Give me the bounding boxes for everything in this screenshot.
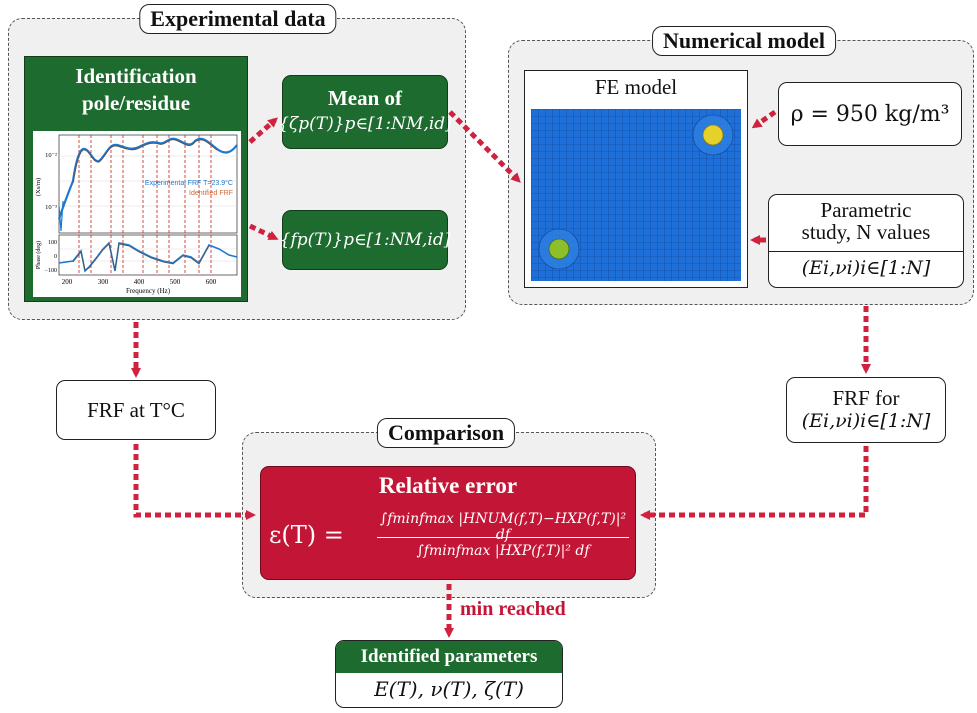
arrow-mean-to-fe — [448, 110, 521, 183]
plot-xlabel: Frequency (Hz) — [126, 287, 171, 295]
plot-ytick-bottom-1: 100 — [48, 240, 57, 246]
identification-title: Identification pole/residue — [75, 64, 197, 115]
mean-of-label: Mean of — [327, 86, 403, 110]
plot-ytick-bottom-2: 0 — [54, 254, 57, 260]
frf-for-set: (Ei,νi)i∈[1:N] — [801, 410, 931, 432]
numerical-model-title: Numerical model — [652, 26, 836, 56]
fe-model-label: FE model — [594, 75, 678, 99]
damping-set: {ζp(T)}p∈[1:NM,id] — [278, 114, 452, 134]
arrow-frf-to-error — [133, 444, 256, 520]
plot-ytick-bottom-3: −100 — [45, 268, 57, 274]
comparison-title: Comparison — [376, 418, 516, 448]
parametric-study-box: Parametric study, N values (Ei,νi)i∈[1:N… — [768, 194, 964, 288]
plot-xtick-3: 400 — [134, 278, 145, 286]
relative-error-box: Relative error ε(T) = ∫fminfmax |HNUM(f,… — [260, 466, 636, 580]
plot-xtick-2: 300 — [98, 278, 109, 286]
arrow-ident-to-freq — [248, 223, 279, 241]
frf-for-label: FRF for — [832, 386, 900, 410]
parametric-line-1: Parametric — [820, 198, 912, 222]
min-reached-label: min reached — [460, 598, 566, 620]
frequency-set-box: {fp(T)}p∈[1:NM,id] — [279, 210, 451, 270]
arrow-density-to-fe — [751, 109, 777, 129]
plot-legend-experimental: Experimental FRF T=23.9°C — [145, 179, 233, 187]
plot-ylabel-bottom: Phase (deg) — [35, 241, 42, 269]
relative-error-title: Relative error — [378, 473, 518, 498]
relative-error-lhs: ε(T) = — [269, 521, 344, 549]
mean-damping-box: Mean of {ζp(T)}p∈[1:NM,id] — [278, 75, 452, 149]
identified-parameters-values: E(T), ν(T), ζ(T) — [374, 677, 524, 701]
plot-xtick-4: 500 — [170, 278, 181, 286]
fraction-bar — [377, 537, 629, 538]
density-value: ρ = 950 kg/m³ — [790, 101, 950, 127]
plot-legend-identified: Identified FRF — [189, 190, 233, 197]
relative-error-numerator: ∫fminfmax |HNUM(f,T)−HXP(f,T)|² df — [379, 511, 627, 543]
fe-mesh — [531, 109, 741, 281]
fe-model-panel: FE model — [524, 70, 748, 288]
frf-plot: Experimental FRF T=23.9°C Identified FRF… — [33, 131, 241, 297]
parametric-line-2: study, N values — [801, 220, 931, 244]
parametric-set: (Ei,νi)i∈[1:N] — [801, 257, 931, 279]
plot-xtick-5: 600 — [206, 278, 217, 286]
identified-parameters-box: Identified parameters E(T), ν(T), ζ(T) — [335, 640, 563, 708]
identification-block: Identification pole/residue Experimental… — [24, 56, 248, 302]
plot-ytick-top-2: 10⁻³ — [45, 204, 57, 211]
frf-for-parameters-box: FRF for (Ei,νi)i∈[1:N] — [786, 377, 946, 443]
frequency-set: {fp(T)}p∈[1:NM,id] — [279, 230, 451, 250]
plot-ytick-top-1: 10⁻² — [45, 152, 57, 159]
parametric-divider — [769, 251, 963, 252]
density-box: ρ = 950 kg/m³ — [778, 82, 962, 146]
relative-error-denominator: ∫fminfmax |HXP(f,T)|² df — [416, 543, 590, 559]
arrow-ident-to-mean — [248, 117, 279, 144]
plot-xtick-1: 200 — [62, 278, 73, 286]
arrow-frfnum-to-error — [640, 446, 869, 520]
identified-parameters-title: Identified parameters — [336, 641, 562, 673]
frf-at-temperature-box: FRF at T°C — [56, 380, 216, 440]
plot-ylabel-top: (Xs/m) — [35, 178, 42, 196]
experimental-data-title: Experimental data — [139, 4, 337, 34]
frf-at-temperature-label: FRF at T°C — [87, 397, 185, 422]
